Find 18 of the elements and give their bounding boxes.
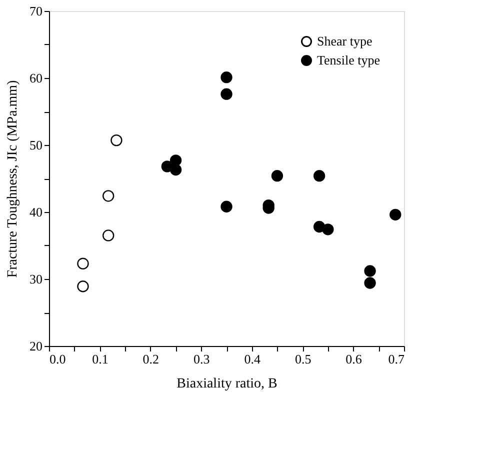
y-tick-label: 70: [30, 4, 42, 18]
x-tick-label: 0.4: [244, 352, 261, 366]
y-tick-label: 60: [30, 70, 42, 86]
y-tick-label: 30: [30, 272, 42, 286]
y-tick-label: 50: [30, 138, 42, 152]
x-tick-label: 0.2: [142, 352, 160, 366]
y-tick-label: 40: [30, 204, 42, 220]
x-tick-label: 0.6: [346, 352, 362, 366]
x-tick-label: 0.1: [92, 352, 108, 366]
x-tick-label: 0.3: [194, 352, 210, 366]
y-tick-label: 20: [30, 338, 42, 354]
legend-label: Shear type: [317, 34, 372, 48]
x-axis-title: Biaxiality ratio, B: [176, 376, 278, 392]
x-tick-label: 0.5: [294, 352, 312, 366]
y-axis-title: Fracture Toughness, JIc (MPa.mm): [6, 80, 20, 278]
x-tick-label: 0.7: [388, 352, 405, 366]
x-tick-label: 0.0: [50, 352, 66, 366]
legend-label: Tensile type: [317, 52, 380, 68]
